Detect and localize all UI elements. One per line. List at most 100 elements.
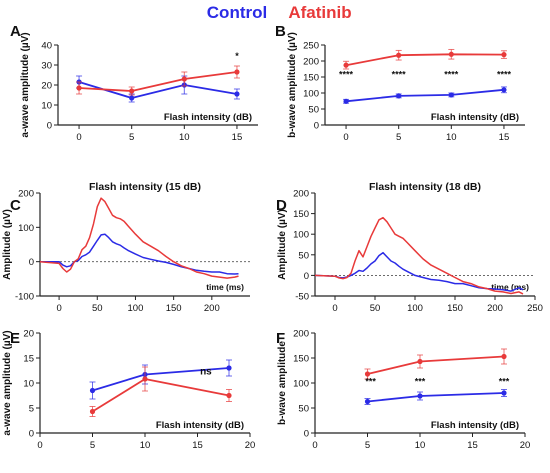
y-tick-label: 20 [41, 81, 52, 92]
series-line [314, 216, 524, 295]
series-line [345, 53, 504, 67]
y-tick-label: 100 [303, 89, 319, 100]
panel-c: C Flash intensity (15 dB) -100 0 100 200 0 50 10… [2, 181, 250, 314]
x-tick-label: 100 [407, 303, 423, 314]
y-tick-label: 250 [303, 41, 319, 52]
series-control [40, 233, 239, 275]
y-tick-label: 40 [41, 41, 52, 52]
x-tick-label: 15 [232, 132, 243, 143]
y-tick-label: 100 [293, 379, 309, 390]
y-tick-label: 30 [41, 61, 52, 72]
panel-label: A [10, 23, 21, 40]
series-afatinib [314, 216, 524, 295]
series-afatinib [39, 197, 239, 279]
y-tick-label: 0 [29, 257, 34, 268]
axis-note-label: Flash intensity (dB) [431, 112, 519, 123]
x-tick-label: 10 [140, 440, 151, 451]
y-tick-label: 5 [29, 404, 34, 415]
y-tick-label: 50 [298, 250, 309, 261]
data-point [234, 91, 240, 97]
x-tick-label: 0 [56, 303, 61, 314]
data-point [364, 371, 371, 377]
series-line [79, 71, 238, 92]
series-line [346, 88, 504, 103]
y-tick-label: 20 [23, 329, 34, 340]
significance-label: ns [200, 367, 212, 378]
panel-b: B 0 50 100 150 200 250 0 5 10 15 b-wave amplitude (… [275, 23, 525, 143]
data-point [226, 365, 232, 371]
y-tick-label: 50 [298, 404, 309, 415]
axis-note-label: time (ms) [206, 282, 244, 292]
data-point [501, 52, 507, 58]
series-afatinib [76, 65, 240, 96]
legend-afatinib: Afatinib [288, 3, 351, 22]
y-tick-label: 10 [41, 101, 52, 112]
data-point [181, 76, 187, 82]
y-tick-label: 50 [308, 105, 319, 116]
significance-label: **** [392, 70, 407, 80]
x-tick-label: 0 [343, 132, 348, 143]
y-axis-label: Amplitude (µV) [2, 209, 13, 280]
y-tick-label: 200 [18, 189, 34, 200]
series-line [367, 392, 505, 403]
x-tick-label: 0 [37, 440, 42, 451]
y-tick-label: 0 [314, 121, 319, 132]
significance-label: *** [499, 377, 510, 387]
axis-note-label: Flash intensity (dB) [431, 420, 519, 431]
data-point [417, 393, 423, 399]
y-tick-label: 200 [293, 329, 309, 340]
y-tick-label: 15 [23, 354, 34, 365]
y-tick-label: 150 [293, 209, 309, 220]
data-point [343, 98, 349, 104]
y-tick-label: 200 [303, 57, 319, 68]
x-tick-label: 200 [204, 303, 220, 314]
y-tick-label: 0 [304, 271, 309, 282]
data-point [89, 387, 96, 394]
significance-label: **** [497, 70, 512, 80]
data-point [234, 69, 240, 75]
x-tick-label: 50 [370, 303, 381, 314]
y-axis-label: b-wave amplitude [277, 341, 288, 425]
x-tick-label: 0 [312, 440, 317, 451]
x-tick-label: 100 [128, 303, 144, 314]
series-control [343, 86, 507, 104]
significance-label: **** [339, 70, 354, 80]
x-tick-label: 250 [527, 303, 543, 314]
panel-label: F [276, 330, 285, 347]
data-point [343, 62, 349, 68]
series-line [367, 355, 505, 375]
data-point [226, 392, 232, 399]
data-point [76, 85, 82, 91]
x-tick-label: 10 [179, 132, 190, 143]
panel-f: F 0 50 100 150 200 0 5 10 15 20 b-wave amplitude Fla… [276, 329, 530, 452]
x-tick-label: 5 [365, 440, 370, 451]
x-tick-label: 200 [487, 303, 503, 314]
x-tick-label: 5 [396, 132, 401, 143]
data-point [417, 358, 423, 365]
x-tick-label: 10 [446, 132, 457, 143]
panel-label: D [276, 197, 287, 214]
data-point [448, 92, 454, 98]
data-point [89, 408, 96, 415]
data-point [501, 390, 507, 396]
data-point [501, 353, 507, 360]
x-tick-label: 10 [415, 440, 426, 451]
panel-label: E [10, 330, 20, 347]
x-tick-label: 150 [447, 303, 463, 314]
data-point [396, 93, 402, 99]
axis-note-label: Flash intensity (dB) [156, 420, 244, 431]
data-point [129, 95, 135, 101]
y-tick-label: 150 [293, 354, 309, 365]
y-axis-label: Amplitude (µV) [277, 209, 288, 280]
panel-title: Flash intensity (15 dB) [89, 181, 201, 193]
x-tick-label: 15 [192, 440, 203, 451]
series-line [39, 197, 239, 279]
series-afatinib [364, 348, 507, 380]
y-tick-label: 150 [303, 73, 319, 84]
x-tick-label: 150 [166, 303, 182, 314]
y-tick-label: 100 [18, 223, 34, 234]
significance-label: *** [365, 377, 376, 387]
data-point [129, 88, 135, 94]
series-afatinib [343, 48, 507, 70]
